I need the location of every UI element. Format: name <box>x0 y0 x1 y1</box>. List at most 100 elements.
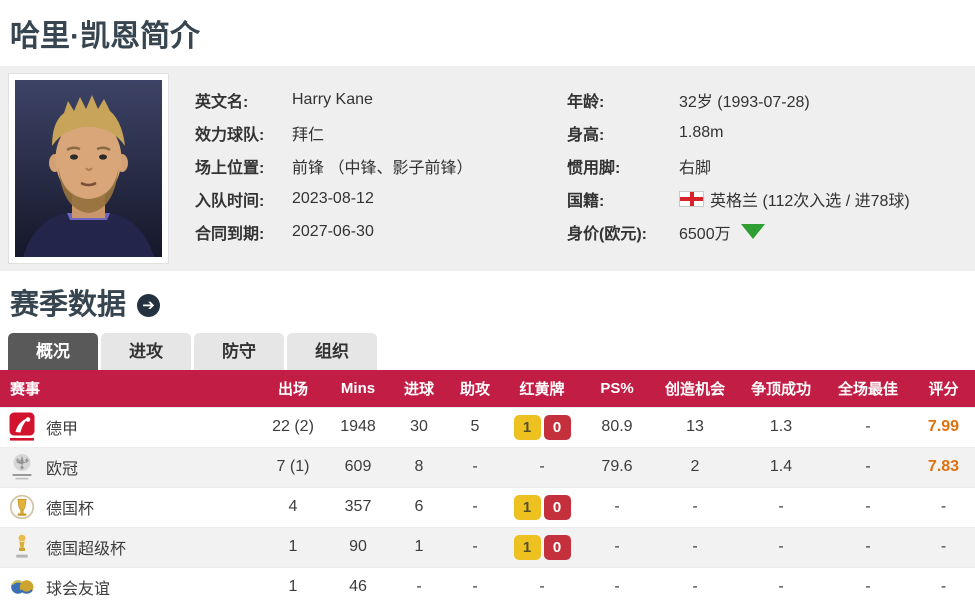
profile-label: 合同到期: <box>195 225 265 243</box>
profile-row: 惯用脚: 右脚 <box>567 149 967 182</box>
tab-organisation[interactable]: 组织 <box>287 333 377 370</box>
profile-value: 拜仁 <box>292 126 325 144</box>
table-row: 德甲 22 (2) 1948 30 5 1 0 80.9 13 1.3-7.99 <box>0 406 975 447</box>
profile-label: 惯用脚: <box>567 159 621 177</box>
profile-value: 1.88m <box>679 123 724 141</box>
chances-cell: - <box>652 566 738 607</box>
profile-label: 英文名: <box>195 93 249 111</box>
profile-row: 入队时间: 2023-08-12 <box>195 182 567 215</box>
circle-arrow-right-icon[interactable]: ➔ <box>137 293 161 317</box>
apps-cell: 22 (2) <box>260 406 326 447</box>
player-profile-panel: 英文名: Harry Kane 效力球队: 拜仁场上位置: 前锋 （中锋、影子前锋） 入队… <box>0 66 975 271</box>
profile-value: Harry Kane <box>292 90 373 108</box>
profile-row: 年龄: 32岁 (1993-07-28) <box>567 83 967 116</box>
ps-cell: - <box>582 486 652 527</box>
ps-cell: 80.9 <box>582 406 652 447</box>
apps-cell: 4 <box>260 486 326 527</box>
profile-row: 身高: 1.88m <box>567 116 967 149</box>
assists-cell: 5 <box>448 406 502 447</box>
profile-label: 身价(欧元): <box>567 225 647 243</box>
rating-cell: - <box>912 526 975 567</box>
profile-value: 2027-06-30 <box>292 222 374 240</box>
player-photo <box>8 73 169 264</box>
tab-overview[interactable]: 概况 <box>8 333 98 370</box>
trend-down-icon <box>740 224 765 239</box>
goals-cell: 6 <box>390 486 448 527</box>
profile-right-column: 年龄: 32岁 (1993-07-28) 身高: 1.88m 惯用脚: 右脚 国籍: 英格兰 … <box>567 83 967 264</box>
chances-cell: 2 <box>652 446 738 487</box>
table-row: 欧冠 7 (1) 609 8- -79.6 2 1.4-7.83 <box>0 446 975 487</box>
profile-row: 效力球队: 拜仁 <box>195 116 567 149</box>
aerials-cell: - <box>738 486 824 527</box>
german-supercup-icon <box>8 532 36 562</box>
yellow-cards-badge: 1 <box>513 534 541 560</box>
assists-cell: - <box>448 446 502 487</box>
mins-cell: 90 <box>326 526 390 567</box>
assists-cell: - <box>448 566 502 607</box>
table-row: 球会友谊 1 46- - - - - - - - <box>0 566 975 607</box>
column-header-motm: 全场最佳 <box>824 370 912 407</box>
table-body: 德甲 22 (2) 1948 30 5 1 0 80.9 13 1.3-7.99 欧冠 7 (1) 60… <box>0 406 975 607</box>
tab-attack[interactable]: 进攻 <box>101 333 191 370</box>
mins-cell: 1948 <box>326 406 390 447</box>
table-header-row: 赛事 出场 Mins 进球 助攻 红黄牌 PS% 创造机会 争顶成功 全场最佳 评分 <box>0 370 975 407</box>
motm-cell: - <box>824 446 912 487</box>
competition-name: 球会友谊 <box>46 581 111 599</box>
red-cards-badge: 0 <box>543 494 571 520</box>
profile-value: 英格兰 (112次入选 / 进78球) <box>679 187 910 211</box>
column-header-chances: 创造机会 <box>652 370 738 407</box>
club-friendly-icon <box>8 572 36 602</box>
england-flag-icon <box>679 190 704 207</box>
cards-cell: - <box>502 446 582 487</box>
chances-cell: - <box>652 486 738 527</box>
profile-value: 6500万 <box>679 220 765 244</box>
profile-label: 年龄: <box>567 93 605 111</box>
profile-label: 效力球队: <box>195 126 265 144</box>
profile-info: 英文名: Harry Kane 效力球队: 拜仁场上位置: 前锋 （中锋、影子前锋） 入队… <box>169 73 967 264</box>
tab-defence[interactable]: 防守 <box>194 333 284 370</box>
rating-cell: 7.99 <box>912 406 975 447</box>
motm-cell: - <box>824 566 912 607</box>
season-data-title: 赛季数据 <box>10 289 127 321</box>
yellow-cards-badge: 1 <box>513 414 541 440</box>
column-header-mins: Mins <box>326 370 390 407</box>
motm-cell: - <box>824 486 912 527</box>
ps-cell: - <box>582 566 652 607</box>
goals-cell: 30 <box>390 406 448 447</box>
aerials-cell: - <box>738 526 824 567</box>
rating-cell: - <box>912 486 975 527</box>
season-tabs: 概况 进攻 防守 组织 <box>8 333 975 370</box>
competition-name: 欧冠 <box>46 461 79 478</box>
column-header-assists: 助攻 <box>448 370 502 407</box>
profile-row: 场上位置: 前锋 （中锋、影子前锋） <box>195 149 567 182</box>
profile-label: 场上位置: <box>195 159 265 177</box>
column-header-rating: 评分 <box>912 370 975 407</box>
chances-cell: 13 <box>652 406 738 447</box>
column-header-goals: 进球 <box>390 370 448 407</box>
german-cup-icon <box>8 492 36 522</box>
table-row: 德国超级杯 1 90 1-1 0- - - - - <box>0 526 975 567</box>
competition-cell: 德国杯 <box>0 486 260 527</box>
profile-row: 国籍: 英格兰 (112次入选 / 进78球) <box>567 182 967 215</box>
column-header-competition: 赛事 <box>0 370 260 407</box>
season-section-header: 赛季数据 ➔ <box>10 286 975 324</box>
bundesliga-icon <box>8 412 36 442</box>
aerials-cell: 1.3 <box>738 406 824 447</box>
apps-cell: 1 <box>260 566 326 607</box>
apps-cell: 1 <box>260 526 326 567</box>
season-table: 赛事 出场 Mins 进球 助攻 红黄牌 PS% 创造机会 争顶成功 全场最佳 评分 德甲 22 (2… <box>0 370 975 607</box>
column-header-apps: 出场 <box>260 370 326 407</box>
mins-cell: 46 <box>326 566 390 607</box>
motm-cell: - <box>824 526 912 567</box>
champions-league-icon <box>8 452 36 482</box>
competition-name: 德甲 <box>46 421 79 438</box>
player-headshot-image <box>15 80 162 257</box>
red-cards-badge: 0 <box>543 534 571 560</box>
ps-cell: 79.6 <box>582 446 652 487</box>
profile-row: 身价(欧元): 6500万 <box>567 215 967 248</box>
goals-cell: - <box>390 566 448 607</box>
profile-value: 32岁 (1993-07-28) <box>679 93 810 111</box>
competition-cell: 德甲 <box>0 406 260 447</box>
